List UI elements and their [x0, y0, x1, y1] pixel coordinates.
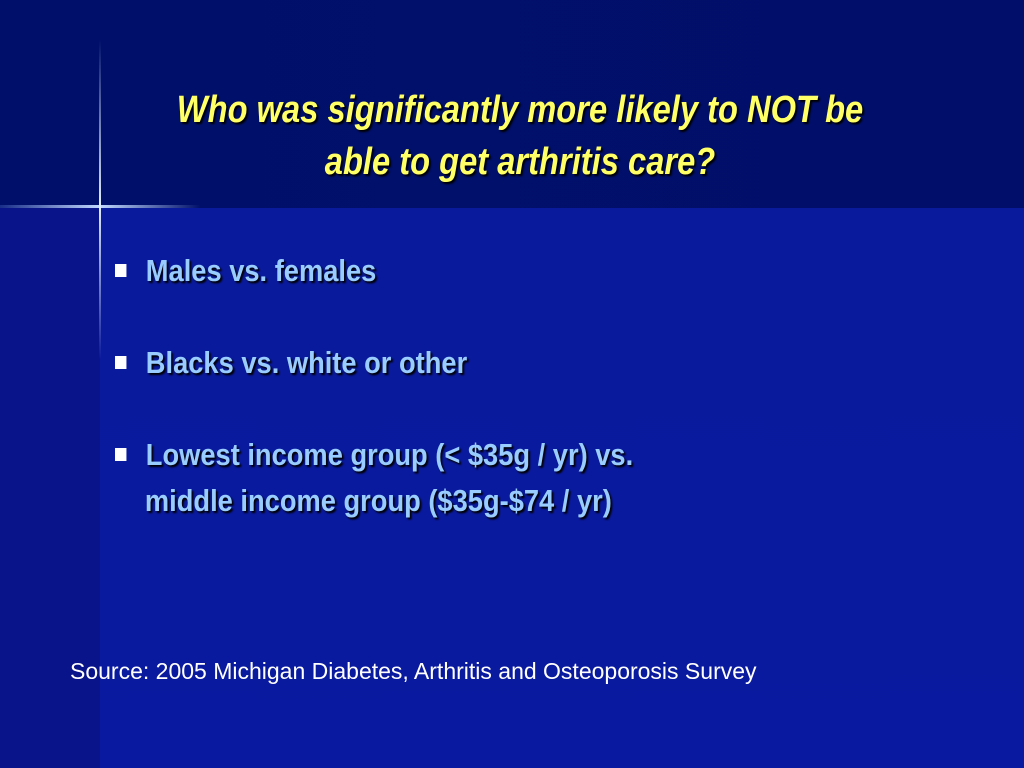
- source: Source: 2005 Michigan Diabetes, Arthriti…: [70, 658, 757, 684]
- bullet-list: Males vs. females Blacks vs. white or oth…: [115, 248, 704, 570]
- bullet-text: Males vs. females: [145, 253, 377, 288]
- title-line: able to get arthritis care?: [324, 141, 716, 183]
- bullet-marker: [115, 264, 127, 277]
- bullet-text: middle income group ($35g-$74 / yr): [144, 483, 612, 518]
- title: Who was significantly more likely to NOT…: [124, 84, 915, 188]
- bullet: Lowest income group (< $35g / yr) vs. mid…: [115, 432, 633, 524]
- bullet: Blacks vs. white or other: [115, 340, 633, 386]
- side-band: [0, 208, 100, 768]
- bullet: Males vs. females: [115, 248, 633, 294]
- header-band: [0, 0, 1024, 208]
- bullet-text: Blacks vs. white or other: [145, 345, 468, 380]
- title-line: Who was significantly more likely to NOT…: [176, 89, 864, 131]
- bullet-text: Lowest income group (< $35g / yr) vs.: [145, 437, 634, 472]
- flare-v: [99, 40, 101, 360]
- bullet-marker: [115, 356, 127, 369]
- bullet-marker: [115, 448, 127, 461]
